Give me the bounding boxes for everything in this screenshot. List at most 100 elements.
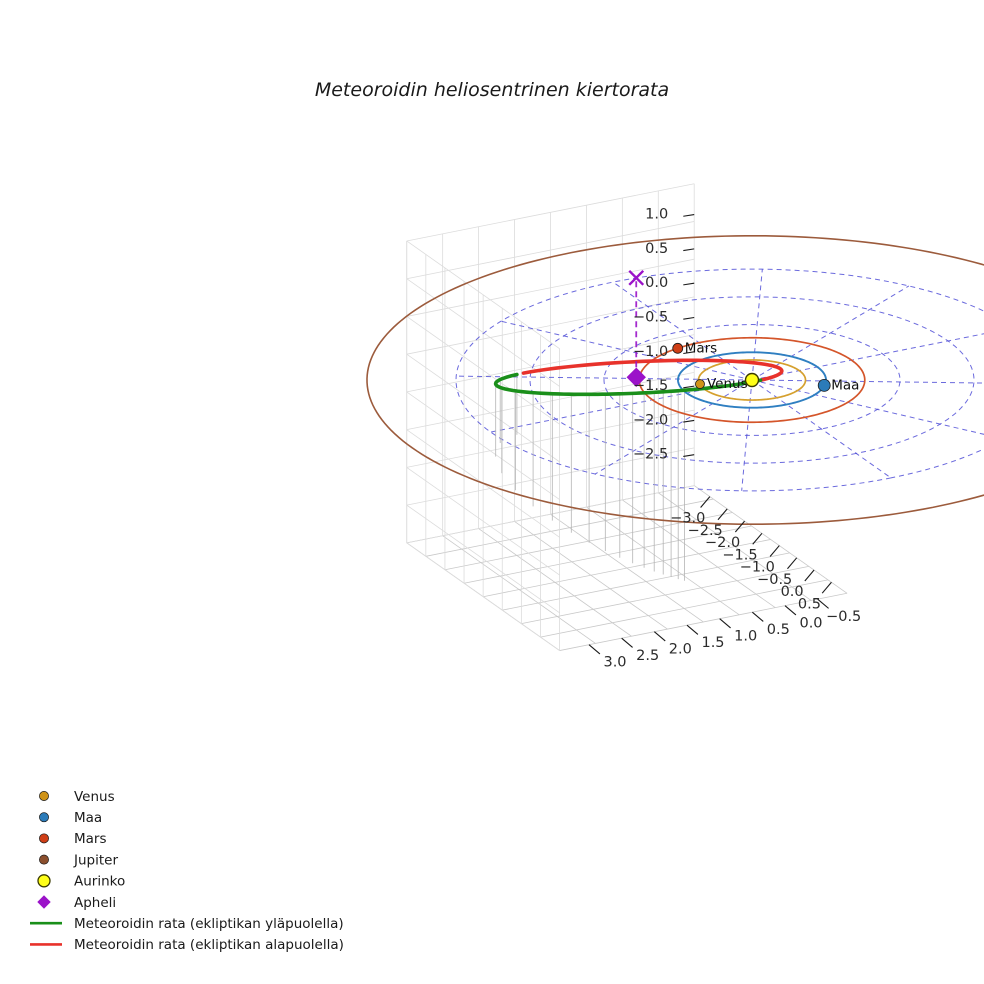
- venus-label: Venus: [707, 376, 748, 392]
- y-tick-3: 1.0: [734, 629, 757, 645]
- legend-label-2: Mars: [74, 831, 107, 847]
- y-tick-1-mark: [784, 605, 797, 616]
- x-tick-2-mark: [734, 520, 746, 533]
- z-tick-3: −0.5: [633, 310, 668, 326]
- legend-entry-1[interactable]: Maa: [39, 810, 102, 826]
- z-tick-1-mark: [683, 248, 695, 252]
- wall-gridline-h: [406, 391, 560, 500]
- legend-label-6: Meteoroidin rata (ekliptikan yläpuolella…: [74, 916, 344, 932]
- z-tick-4-mark: [683, 351, 695, 355]
- z-tick-2-mark: [683, 282, 695, 286]
- orbit-mars: [638, 336, 866, 424]
- y-tick-5-mark: [653, 631, 666, 642]
- y-tick-6: 2.5: [636, 648, 659, 664]
- ecliptic-spoke: [751, 333, 984, 381]
- y-tick-2-mark: [751, 611, 764, 622]
- side-gridline-h: [406, 371, 695, 431]
- floor-gridline-y: [658, 492, 812, 601]
- y-tick-4-mark: [686, 624, 699, 635]
- y-tick-3-mark: [719, 618, 731, 629]
- legend-label-7: Meteoroidin rata (ekliptikan alapuolella…: [74, 937, 344, 953]
- legend-label-4: Aurinko: [74, 874, 125, 890]
- floor-gridline-y: [514, 521, 668, 630]
- y-tick-0: −0.5: [826, 609, 861, 625]
- axis-ticks: −3.0−2.5−2.0−1.5−1.0−0.50.00.5−0.50.00.5…: [588, 207, 861, 671]
- legend-entry-4[interactable]: Aurinko: [37, 874, 125, 890]
- legend-label-5: Apheli: [74, 895, 116, 911]
- floor-gridline-y: [622, 499, 776, 608]
- y-tick-7-mark: [588, 644, 601, 655]
- celestial-bodies: Venus Maa Mars: [672, 340, 859, 393]
- aphelion-diamond-marker: [626, 367, 646, 387]
- legend-sun-swatch: [37, 874, 51, 888]
- legend-entry-2[interactable]: Mars: [39, 831, 107, 847]
- z-tick-1: 0.5: [645, 241, 668, 257]
- ecliptic-spoke: [612, 281, 753, 381]
- y-tick-6-mark: [621, 637, 633, 648]
- legend-entry-3[interactable]: Jupiter: [39, 852, 118, 868]
- side-gridline-h: [406, 221, 695, 280]
- x-tick-1: −2.5: [688, 523, 723, 539]
- ecliptic-spoke: [751, 379, 984, 384]
- side-gridline-h: [406, 183, 695, 242]
- x-tick-5-mark: [787, 557, 798, 570]
- side-gridline-h: [406, 334, 695, 393]
- z-tick-4: −1.0: [633, 344, 668, 360]
- side-gridline-h: [406, 485, 695, 544]
- planet-orbits: [366, 234, 984, 526]
- z-tick-2: 0.0: [645, 275, 668, 291]
- wall-gridline-h: [406, 353, 560, 463]
- floor-gridline-y: [478, 528, 632, 637]
- ecliptic-spoke: [751, 379, 984, 435]
- floor-gridline-y: [442, 535, 596, 644]
- ecliptic-spoke: [751, 285, 910, 381]
- ecliptic-spoke: [594, 379, 753, 475]
- z-tick-7: −2.5: [633, 447, 668, 463]
- orbit-jupiter: [366, 234, 984, 526]
- x-tick-3: −1.5: [722, 547, 757, 563]
- wall-gridline-h: [406, 240, 560, 349]
- body-marker-maa: [817, 378, 831, 392]
- legend-entry-0[interactable]: Venus: [39, 789, 115, 805]
- z-tick-7-mark: [683, 454, 695, 457]
- x-tick-0-mark: [700, 496, 711, 508]
- wall-gridline-h: [406, 467, 560, 576]
- x-tick-7: 0.5: [798, 596, 821, 612]
- body-marker-mars: [672, 342, 684, 354]
- x-tick-5: −0.5: [757, 572, 792, 588]
- z-tick-6: −2.0: [633, 412, 668, 428]
- z-tick-0: 1.0: [645, 207, 668, 223]
- ecliptic-spoke: [500, 320, 753, 381]
- legend-entry-7[interactable]: Meteoroidin rata (ekliptikan alapuolella…: [30, 937, 344, 953]
- legend-diamond-swatch: [37, 895, 51, 909]
- legend-label-1: Maa: [74, 810, 102, 826]
- legend-entry-6[interactable]: Meteoroidin rata (ekliptikan yläpuolella…: [30, 916, 344, 932]
- wall-gridline-h: [406, 542, 560, 651]
- floor-gridline-y: [550, 513, 704, 623]
- aphelion-projection-x-icon: [628, 269, 645, 286]
- trajectory-stems: [495, 374, 685, 581]
- side-gridline-h: [406, 447, 695, 506]
- floor-gridline-y: [693, 485, 848, 594]
- mars-label: Mars: [685, 340, 718, 356]
- aphelion-marker-group: [626, 269, 646, 387]
- x-tick-7-mark: [821, 581, 832, 594]
- legend[interactable]: Venus Maa Mars Jupiter Aurinko Apheli Meteoroi…: [30, 789, 344, 953]
- wall-gridline-h: [406, 504, 560, 614]
- y-tick-2: 0.5: [767, 622, 790, 638]
- y-tick-1: 0.0: [799, 616, 822, 632]
- x-tick-0: −3.0: [670, 511, 705, 527]
- x-tick-3-mark: [752, 532, 763, 545]
- legend-circle-swatch: [39, 854, 49, 865]
- maa-label: Maa: [831, 377, 859, 393]
- z-tick-3-mark: [683, 316, 695, 320]
- y-tick-0-mark: [817, 598, 829, 609]
- body-marker-venus: [695, 379, 705, 389]
- ecliptic-spoke: [741, 379, 753, 491]
- wall-gridline-h: [406, 278, 560, 387]
- sun-marker: [744, 372, 760, 388]
- legend-entry-5[interactable]: Apheli: [37, 895, 116, 911]
- wall-gridline-h: [406, 316, 560, 425]
- floor-gridline-x: [559, 592, 848, 651]
